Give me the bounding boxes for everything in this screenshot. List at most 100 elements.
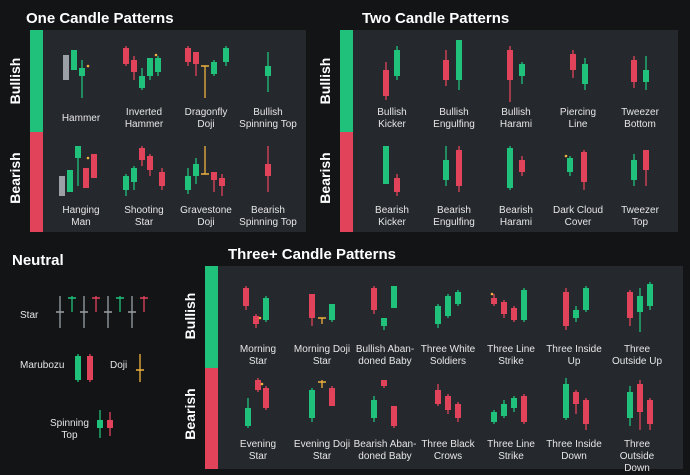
candle-icon [491, 410, 497, 424]
candle-icon [637, 288, 643, 332]
pattern-label: Gravestone Doji [180, 205, 232, 228]
candle-icon [318, 380, 326, 388]
candle-icon [201, 146, 209, 175]
candle-icon [159, 168, 165, 190]
candle-icon [140, 296, 148, 312]
marker-icon [86, 156, 90, 160]
candle-icon [381, 380, 387, 388]
candle-icon [211, 60, 217, 76]
candle-icon [445, 294, 451, 318]
candle-icon [394, 174, 400, 196]
pattern-label: Bearish Engulfing [433, 205, 475, 228]
candle-icon [501, 400, 507, 418]
candle-icon [131, 56, 137, 80]
candle-icon [371, 286, 377, 314]
candle-icon [383, 62, 389, 100]
candle-icon [193, 158, 199, 184]
one-bullish-bar [30, 30, 43, 132]
candle-icon [63, 55, 69, 80]
pattern-label: Three Black Crows [421, 439, 475, 462]
candle-icon [147, 58, 153, 80]
pattern-label: Hammer [61, 113, 101, 124]
candle-icon [80, 296, 88, 328]
candle-icon [139, 68, 145, 90]
candle-icon [223, 46, 229, 66]
pattern-label: Tweezer Bottom [621, 107, 659, 130]
candle-icon [68, 296, 76, 312]
candle-icon [107, 412, 113, 436]
candle-icon [67, 170, 73, 192]
candle-icon [318, 317, 326, 324]
neutral-spinning-top-label: Spinning Top [50, 418, 89, 441]
candle-icon [511, 306, 517, 322]
candle-icon [521, 288, 527, 322]
candle-icon [627, 386, 633, 426]
candle-icon [573, 390, 579, 414]
candle-icon [521, 394, 527, 424]
candle-icon [507, 46, 513, 102]
pattern-label: Three Inside Down [546, 439, 602, 462]
candle-icon [211, 172, 217, 192]
pattern-label: Bearish Spinning Top [239, 205, 297, 228]
three-bullish-bar [205, 266, 218, 368]
pattern-label: Bullish Harami [499, 107, 533, 130]
candle-icon [147, 154, 153, 176]
candle-icon [563, 288, 569, 330]
marker-icon [490, 292, 494, 296]
candle-icon [456, 40, 462, 90]
candle-icon [491, 294, 497, 306]
pattern-label: Morning Star [239, 344, 277, 367]
candle-icon [309, 388, 315, 422]
candle-icon [501, 300, 507, 318]
marker-icon [258, 316, 262, 320]
pattern-label: Bullish Engulfing [433, 107, 475, 130]
candle-icon [253, 314, 259, 328]
candle-icon [56, 296, 64, 328]
candle-icon [383, 146, 389, 184]
candle-icon [139, 146, 145, 166]
pattern-label: Bearish Harami [499, 205, 533, 228]
pattern-label: Hanging Man [62, 205, 100, 228]
one-candle-title: One Candle Patterns [26, 10, 174, 27]
candle-icon [91, 154, 97, 178]
candle-icon [309, 294, 315, 326]
marker-icon [86, 64, 90, 68]
pattern-label: Evening Doji Star [293, 439, 351, 462]
candle-icon [507, 146, 513, 190]
candle-icon [104, 296, 112, 328]
candle-icon [455, 402, 461, 422]
pattern-label: Three Line Strike [487, 344, 535, 367]
candle-icon [394, 46, 400, 80]
candle-icon [255, 378, 261, 392]
candle-icon [647, 282, 653, 310]
candle-icon [243, 286, 249, 310]
pattern-label: Three Outside Down [619, 439, 655, 474]
candle-icon [456, 146, 462, 192]
pattern-label: Evening Star [239, 439, 277, 462]
three-bearish-bar [205, 368, 218, 469]
candle-icon [193, 52, 199, 76]
candle-icon [116, 296, 124, 312]
three-candle-panel [205, 266, 683, 469]
candle-icon [92, 296, 100, 312]
marker-icon [154, 53, 158, 57]
candle-icon [631, 56, 637, 88]
candle-icon [455, 290, 461, 306]
candle-icon [201, 65, 209, 98]
neutral-star-label: Star [20, 310, 39, 321]
candle-icon [581, 150, 587, 190]
candle-icon [123, 174, 129, 196]
candle-icon [637, 380, 643, 430]
candle-icon [519, 62, 525, 84]
candle-icon [563, 378, 569, 420]
candle-icon [155, 56, 161, 76]
candle-icon [647, 398, 653, 430]
candle-icon [511, 396, 517, 412]
candle-icon [185, 168, 191, 194]
candle-icon [583, 286, 589, 312]
pattern-label: Shooting Star [124, 205, 164, 228]
pattern-label: Bearish Aban- doned Baby [353, 439, 417, 462]
candle-icon [573, 306, 579, 322]
candle-icon [83, 168, 89, 188]
